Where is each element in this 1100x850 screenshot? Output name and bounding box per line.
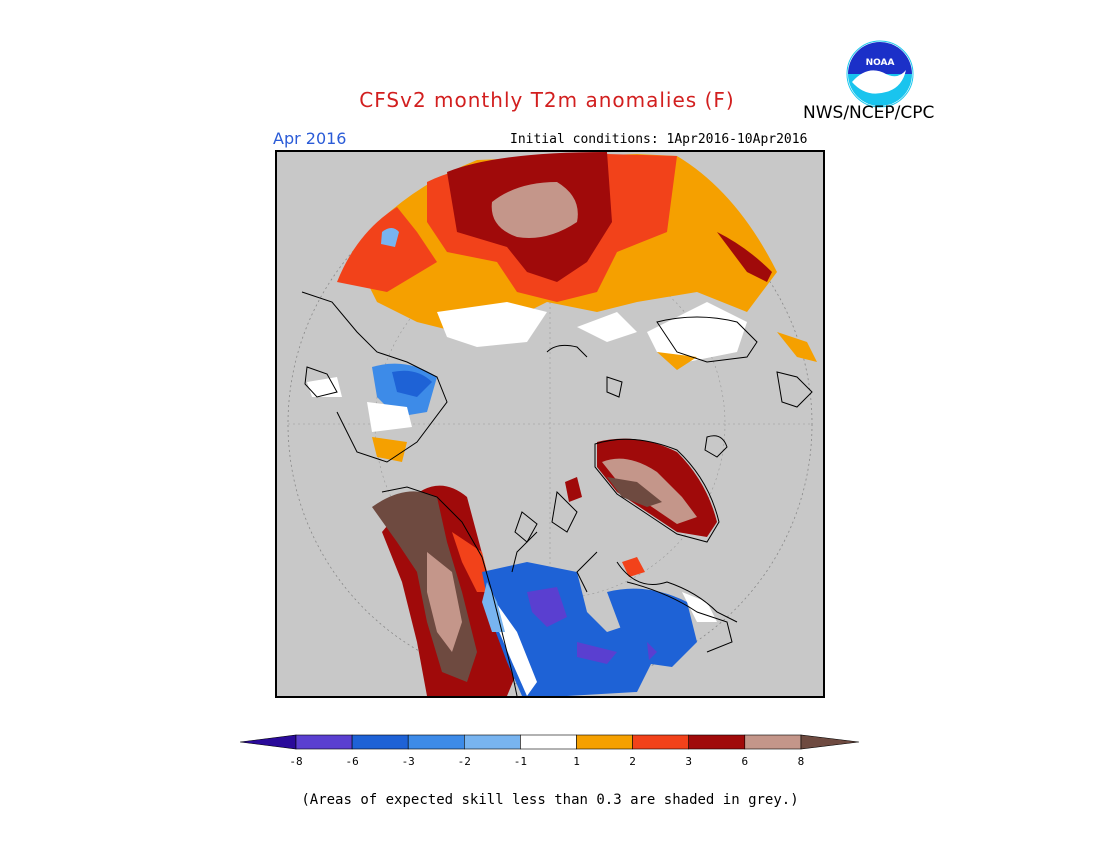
colorbar-label: 3	[685, 755, 692, 768]
colorbar-cell	[632, 734, 690, 750]
colorbar-label: 1	[573, 755, 580, 768]
forecast-month: Apr 2016	[273, 129, 347, 148]
greenland-warm-anomaly	[565, 438, 717, 577]
map-title: CFSv2 monthly T2m anomalies (F)	[359, 88, 735, 112]
colorbar-label: 6	[741, 755, 748, 768]
colorbar-cell	[576, 734, 633, 750]
logo-text: NOAA	[866, 58, 895, 68]
colorbar-cell	[688, 734, 746, 750]
europe-anomaly	[307, 363, 437, 462]
skill-footnote: (Areas of expected skill less than 0.3 a…	[301, 792, 799, 808]
colorbar-under-arrow	[240, 734, 297, 750]
colorbar-cells	[295, 734, 802, 750]
colorbar-label: -6	[345, 755, 358, 768]
north-america-west-warm	[372, 485, 517, 696]
colorbar-cell	[520, 734, 577, 750]
eurasia-warm-anomaly	[337, 152, 817, 370]
north-america-cold-anomaly	[482, 562, 717, 696]
colorbar-cell	[351, 734, 409, 750]
colorbar-label: -1	[514, 755, 527, 768]
colorbar-label: -2	[458, 755, 471, 768]
colorbar-label: 2	[629, 755, 636, 768]
noaa-logo: NOAA	[846, 40, 914, 108]
color-bar: -8 -6 -3 -2 -1 1 2 3 6 8	[240, 734, 860, 768]
colorbar-label: -8	[289, 755, 302, 768]
polar-map	[275, 150, 825, 698]
colorbar-cell	[744, 734, 802, 750]
colorbar-label: -3	[402, 755, 415, 768]
colorbar-label: 8	[798, 755, 805, 768]
colorbar-cell	[464, 734, 521, 750]
agency-label: NWS/NCEP/CPC	[803, 103, 935, 123]
colorbar-over-arrow	[800, 734, 860, 750]
initial-conditions: Initial conditions: 1Apr2016-10Apr2016	[510, 132, 808, 147]
coastlines	[301, 291, 813, 696]
colorbar-labels: -8 -6 -3 -2 -1 1 2 3 6 8	[289, 755, 804, 768]
colorbar-cell	[407, 734, 465, 750]
colorbar-cell	[295, 734, 353, 750]
